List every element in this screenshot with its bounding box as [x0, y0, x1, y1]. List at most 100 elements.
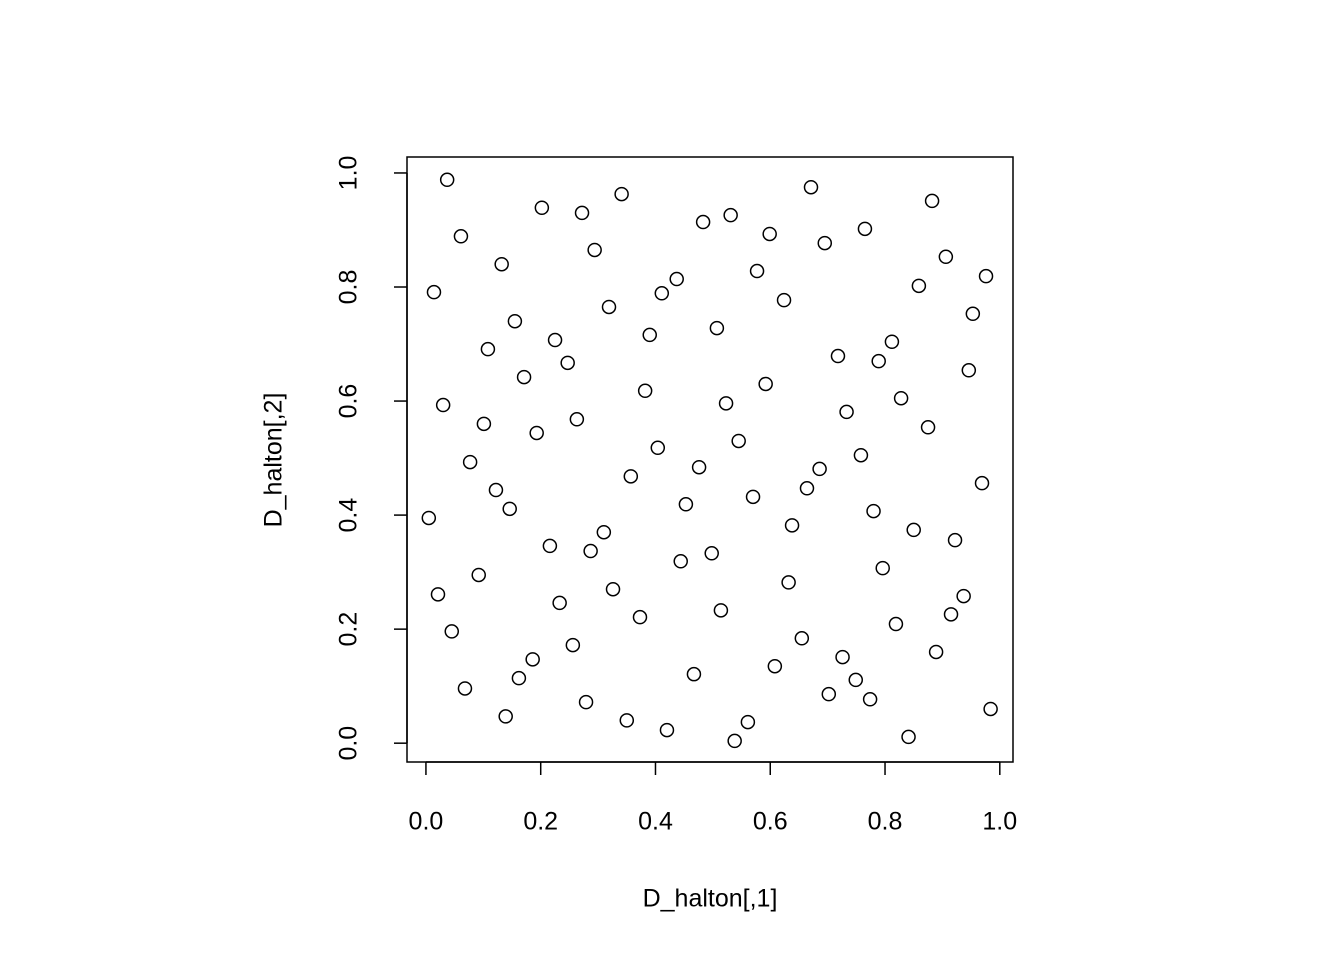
point [654, 286, 670, 301]
point [659, 722, 675, 738]
point [727, 733, 742, 749]
point [471, 567, 486, 583]
point [718, 396, 734, 411]
point [476, 416, 492, 432]
x-tick-label: 0.6 [753, 808, 788, 836]
point [453, 229, 469, 244]
point [494, 256, 509, 272]
point [956, 588, 971, 604]
point [911, 278, 927, 294]
point [502, 501, 517, 517]
point [767, 658, 783, 674]
point [803, 179, 819, 195]
point [731, 433, 746, 449]
point [830, 348, 846, 364]
point [587, 242, 602, 258]
point [435, 397, 451, 413]
point [821, 686, 837, 702]
point [596, 524, 612, 540]
point [565, 637, 581, 653]
point [740, 714, 756, 730]
point [542, 538, 558, 554]
point [781, 575, 796, 590]
point [695, 214, 711, 230]
x-tick-label: 0.0 [409, 808, 444, 836]
point [862, 692, 878, 707]
point [928, 644, 944, 660]
point [678, 497, 694, 512]
point [444, 624, 460, 639]
point [920, 420, 936, 435]
point [488, 482, 504, 498]
y-tick-label: 0.6 [335, 384, 363, 419]
point [799, 481, 815, 496]
point [642, 327, 657, 343]
y-tick-label: 1.0 [335, 156, 363, 191]
point [884, 334, 900, 350]
point [835, 649, 850, 665]
point [794, 631, 810, 646]
point [871, 353, 886, 369]
point [426, 284, 442, 300]
point [516, 369, 532, 385]
point [507, 313, 523, 329]
point [713, 603, 729, 618]
point [974, 475, 990, 491]
point [938, 249, 954, 265]
point [723, 207, 738, 223]
point [673, 554, 688, 569]
point [601, 299, 617, 315]
point [709, 320, 725, 336]
point [943, 607, 959, 622]
y-tick-label: 0.8 [335, 270, 363, 305]
x-tick-label: 1.0 [982, 808, 1017, 836]
point [583, 543, 598, 559]
point [704, 546, 719, 561]
point [462, 454, 478, 470]
point [888, 616, 904, 632]
point [421, 510, 437, 526]
point [947, 532, 963, 548]
point [457, 681, 473, 696]
point [857, 221, 873, 237]
point [749, 263, 765, 279]
point [547, 332, 563, 348]
point [901, 729, 916, 745]
x-tick-label: 0.2 [523, 808, 558, 836]
point [875, 560, 890, 576]
point [619, 713, 635, 728]
point [614, 186, 629, 202]
point [498, 709, 513, 724]
point [839, 404, 854, 420]
point [745, 489, 761, 505]
x-axis-title: D_halton[,1] [643, 885, 778, 913]
point [978, 268, 994, 284]
point [691, 459, 707, 475]
point [574, 205, 590, 221]
point [817, 235, 833, 251]
point [525, 652, 540, 667]
point [578, 694, 594, 710]
point [511, 670, 527, 686]
point [637, 383, 653, 399]
point [965, 306, 981, 322]
point [812, 461, 827, 477]
point [961, 363, 977, 378]
point [924, 193, 940, 209]
point [758, 376, 773, 392]
point [480, 341, 496, 357]
point [762, 226, 777, 242]
point [650, 440, 666, 456]
point [560, 355, 575, 371]
x-tick-label: 0.4 [638, 808, 673, 836]
point [669, 271, 684, 287]
point [430, 587, 446, 602]
point [893, 390, 909, 406]
point [569, 412, 585, 427]
point [848, 672, 864, 688]
y-axis-title: D_halton[,2] [260, 393, 288, 528]
point [529, 425, 544, 441]
point [552, 595, 567, 611]
y-tick-label: 0.4 [335, 498, 363, 533]
